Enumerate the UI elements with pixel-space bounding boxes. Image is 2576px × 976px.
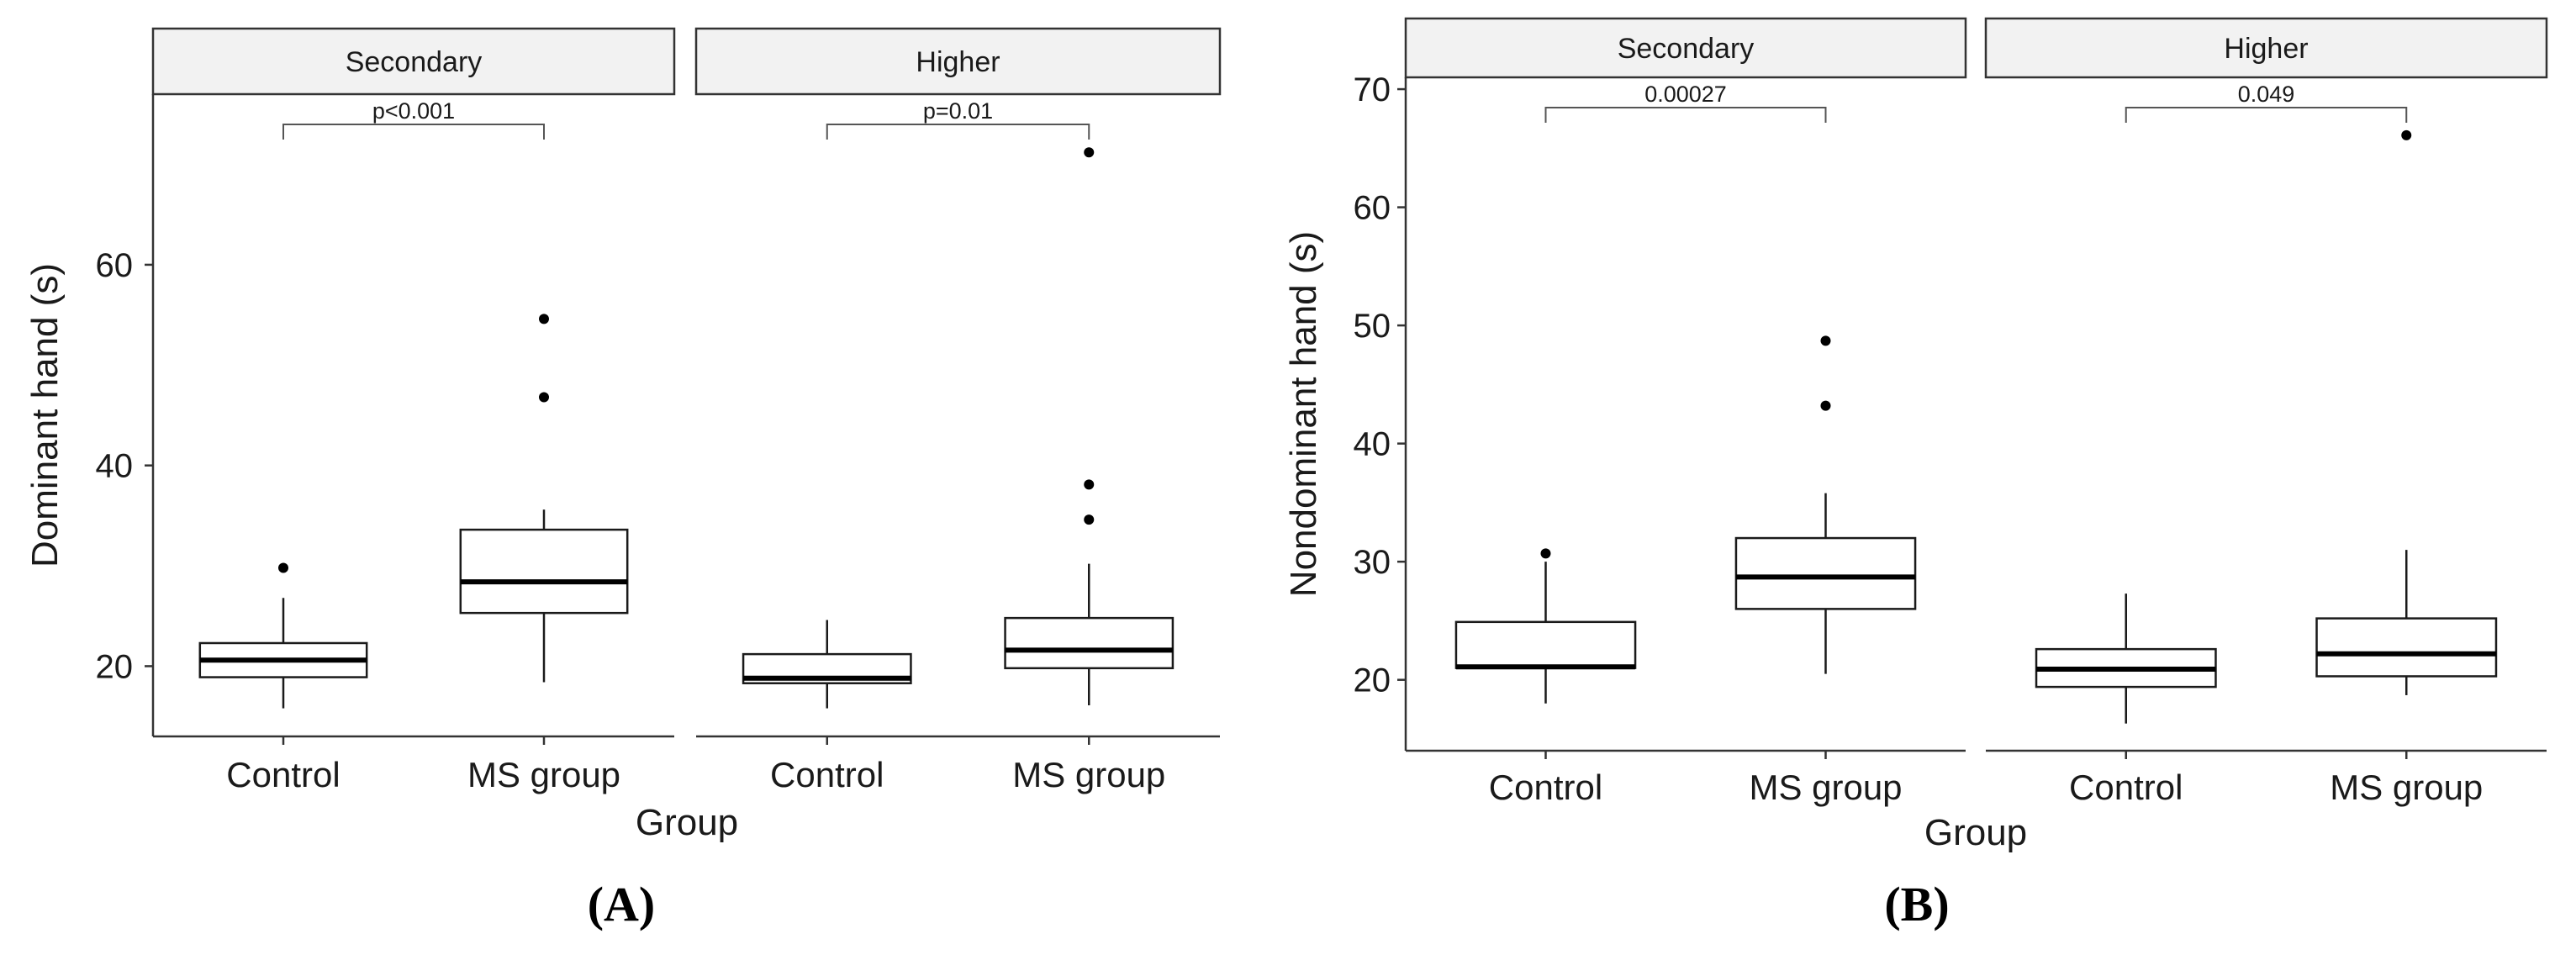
- outlier-point: [1540, 548, 1551, 559]
- facet-strip-label: Secondary: [346, 46, 483, 78]
- x-category-label: MS group: [2330, 768, 2483, 807]
- box-iqr: [1004, 616, 1175, 670]
- box-iqr: [2315, 617, 2498, 678]
- facet-strip-1: [694, 27, 1222, 96]
- box-iqr: [1734, 536, 1917, 610]
- box-iqr: [1454, 620, 1637, 669]
- outlier-point: [2401, 129, 2412, 140]
- panel-label: (A): [588, 877, 656, 931]
- facet-strip-0: [1404, 17, 1967, 79]
- outlier-point: [539, 392, 549, 403]
- panel-label: (B): [1884, 877, 1949, 931]
- x-axis-title: Group: [636, 802, 738, 843]
- x-axis-title: Group: [1924, 812, 2027, 853]
- significance-bracket: [2125, 107, 2408, 123]
- y-tick-label: 40: [1354, 426, 1391, 463]
- outlier-point: [1084, 479, 1095, 490]
- y-tick-label: 40: [96, 448, 134, 485]
- y-axis-title: Dominant hand (s): [24, 263, 66, 567]
- x-category-label: Control: [226, 755, 340, 794]
- significance-bracket: [282, 124, 545, 140]
- box-iqr: [459, 528, 629, 615]
- y-tick-label: 30: [1354, 544, 1391, 581]
- y-tick-label: 60: [1354, 190, 1391, 227]
- x-category-label: Control: [770, 755, 884, 794]
- p-value-label: 0.049: [2238, 82, 2295, 107]
- y-tick-label: 20: [96, 648, 134, 685]
- outlier-point: [1820, 335, 1831, 346]
- significance-bracket: [826, 124, 1090, 140]
- y-tick-label: 70: [1354, 71, 1391, 108]
- significance-bracket: [1544, 107, 1827, 123]
- y-tick-label: 60: [96, 247, 134, 284]
- facet-strip-label: Higher: [2224, 33, 2308, 65]
- x-category-label: MS group: [1012, 755, 1165, 794]
- p-value-label: p<0.001: [372, 98, 455, 124]
- x-category-label: MS group: [1749, 768, 1902, 807]
- outlier-point: [278, 562, 288, 573]
- facet-strip-label: Higher: [916, 46, 1000, 78]
- y-axis-title: Nondominant hand (s): [1283, 231, 1324, 597]
- y-tick-label: 20: [1354, 662, 1391, 699]
- outlier-point: [1084, 147, 1095, 158]
- facet-strip-label: Secondary: [1618, 33, 1755, 65]
- outlier-point: [1084, 514, 1095, 525]
- x-category-label: Control: [1489, 768, 1602, 807]
- x-category-label: MS group: [467, 755, 620, 794]
- facet-strip-0: [151, 27, 676, 96]
- outlier-point: [1820, 400, 1831, 411]
- p-value-label: 0.00027: [1644, 82, 1727, 107]
- outlier-point: [539, 314, 549, 324]
- p-value-label: p=0.01: [923, 98, 993, 124]
- y-tick-label: 50: [1354, 308, 1391, 345]
- facet-strip-1: [1984, 17, 2548, 79]
- x-category-label: Control: [2069, 768, 2183, 807]
